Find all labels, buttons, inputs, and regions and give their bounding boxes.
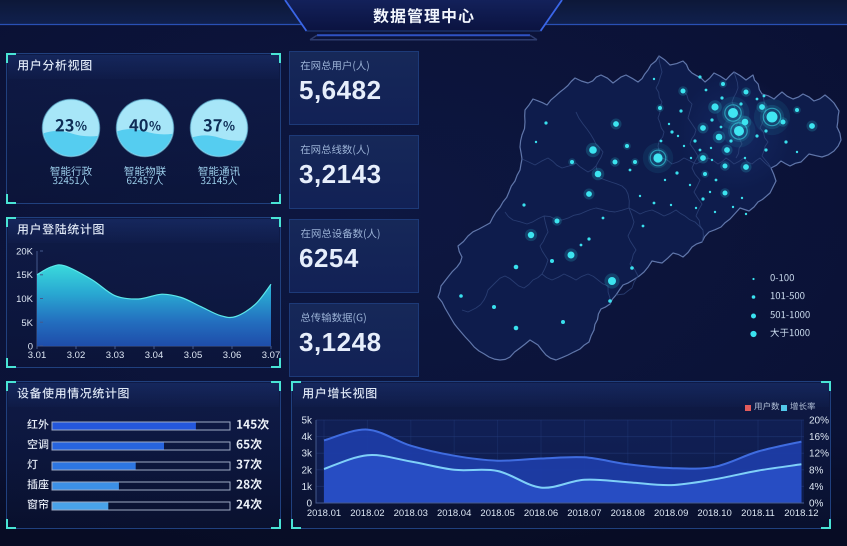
svg-text:3.04: 3.04 [145,350,164,361]
svg-text:1k: 1k [301,482,313,493]
svg-text:2018.08: 2018.08 [611,508,645,519]
svg-text:3.07: 3.07 [262,350,281,361]
svg-text:3k: 3k [301,449,313,460]
svg-text:2018.09: 2018.09 [654,508,688,519]
svg-text:12%: 12% [809,449,829,460]
svg-text:2018.06: 2018.06 [524,508,558,519]
svg-text:15K: 15K [16,270,34,281]
svg-text:2018.02: 2018.02 [350,508,384,519]
svg-text:3.06: 3.06 [223,350,242,361]
svg-text:20K: 20K [16,247,34,258]
svg-text:2018.03: 2018.03 [394,508,428,519]
svg-text:3.03: 3.03 [106,350,125,361]
svg-text:3.01: 3.01 [28,350,47,361]
svg-text:3.02: 3.02 [67,350,86,361]
svg-text:20%: 20% [809,416,829,427]
svg-text:2018.05: 2018.05 [480,508,514,519]
svg-text:5K: 5K [21,318,33,329]
svg-text:2018.07: 2018.07 [567,508,601,519]
svg-text:0%: 0% [809,499,824,510]
svg-text:3.05: 3.05 [184,350,203,361]
svg-text:4%: 4% [809,482,824,493]
svg-text:10K: 10K [16,294,34,305]
svg-text:0: 0 [28,342,33,353]
svg-text:5k: 5k [301,416,313,427]
svg-text:2018.04: 2018.04 [437,508,471,519]
svg-text:2018.10: 2018.10 [697,508,731,519]
svg-text:2018.12: 2018.12 [784,508,818,519]
svg-text:4k: 4k [301,432,313,443]
svg-text:2018.01: 2018.01 [307,508,341,519]
svg-text:16%: 16% [809,432,829,443]
svg-text:0: 0 [306,499,312,510]
svg-text:8%: 8% [809,465,824,476]
svg-text:2018.11: 2018.11 [741,508,775,519]
svg-text:2k: 2k [301,465,313,476]
